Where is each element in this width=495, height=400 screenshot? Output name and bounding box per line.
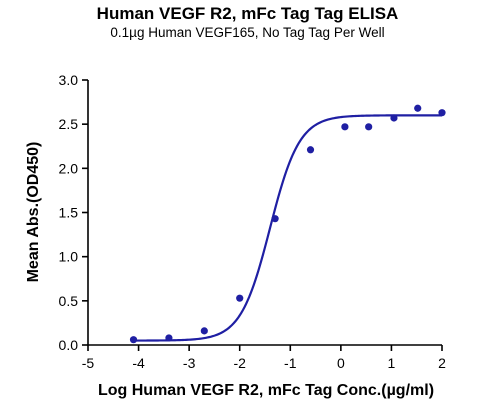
- ticks: 0.0 0.5 1.0 1.5 2.0 2.5 3.0 -5 -4 -3 -2 -1 0 1 2: [59, 72, 447, 371]
- y-tick-label: 0.0: [59, 337, 79, 353]
- x-tick-label: -1: [284, 355, 297, 371]
- data-point: [129, 336, 138, 344]
- x-tick-label: -4: [132, 355, 145, 371]
- data-point: [390, 114, 398, 122]
- y-tick-label: 3.0: [59, 72, 79, 88]
- x-tick-label: -5: [82, 355, 95, 371]
- data-point: [341, 123, 349, 131]
- data-point: [200, 327, 208, 335]
- y-tick-label: 1.0: [59, 249, 79, 265]
- axes: [87, 80, 442, 346]
- x-tick-label: 0: [337, 355, 345, 371]
- data-point: [414, 104, 422, 112]
- x-axis-title: Log Human VEGF R2, mFc Tag Conc.(µg/ml): [98, 382, 434, 399]
- x-tick-label: 1: [388, 355, 396, 371]
- chart-subtitle: 0.1µg Human VEGF165, No Tag Tag Per Well: [110, 25, 385, 40]
- x-tick-label: 2: [438, 355, 446, 371]
- x-tick-label: -3: [183, 355, 196, 371]
- y-tick-label: 1.5: [59, 205, 79, 221]
- data-point: [438, 109, 446, 117]
- y-axis-title: Mean Abs.(OD450): [25, 142, 42, 283]
- data-point: [236, 294, 244, 302]
- data-point: [271, 215, 279, 223]
- y-tick-label: 2.0: [59, 160, 79, 176]
- data-point: [306, 146, 315, 154]
- fit-curve: [133, 114, 442, 342]
- chart-title: Human VEGF R2, mFc Tag Tag ELISA: [96, 4, 399, 23]
- data-points: [129, 104, 446, 344]
- data-point: [165, 334, 173, 342]
- y-tick-label: 2.5: [59, 116, 79, 132]
- x-tick-label: -2: [233, 355, 246, 371]
- y-tick-label: 0.5: [59, 293, 79, 309]
- data-point: [365, 123, 373, 131]
